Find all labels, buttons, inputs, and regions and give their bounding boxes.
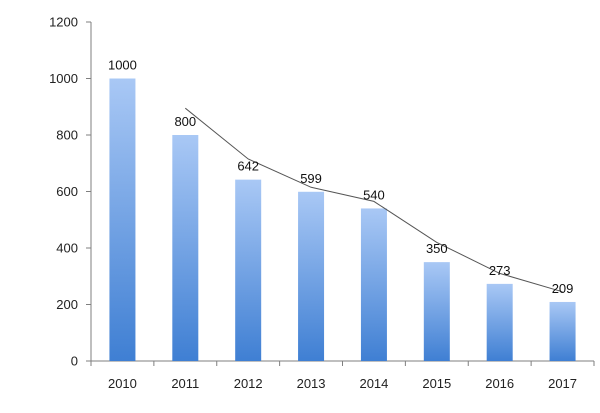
data-label-2015: 350 [426, 241, 448, 256]
trend-line [184, 107, 563, 293]
x-tick-label: 2017 [548, 376, 577, 391]
bar-2014 [360, 208, 387, 361]
data-label-2010: 1000 [108, 58, 137, 73]
bar-2010 [109, 78, 136, 361]
data-label-2013: 599 [300, 171, 322, 186]
bar-2011 [172, 135, 199, 361]
y-tick-label: 200 [56, 297, 78, 312]
data-labels: 1000 800 642 599 540 350 273 209 [108, 58, 573, 296]
x-tick-label: 2011 [171, 376, 199, 391]
x-tick-label: 2013 [297, 376, 326, 391]
x-tick-label: 2012 [234, 376, 263, 391]
bar-2013 [298, 191, 325, 361]
data-label-2017: 209 [552, 281, 574, 296]
y-tick-label: 0 [71, 354, 78, 369]
y-tick-label: 600 [56, 184, 78, 199]
x-tick-label: 2016 [485, 376, 514, 391]
x-tick-label: 2014 [359, 376, 388, 391]
data-label-2011: 800 [174, 114, 196, 129]
bar-2012 [235, 179, 262, 361]
data-label-2012: 642 [237, 159, 259, 174]
bars [109, 78, 576, 361]
x-tick-label: 2015 [422, 376, 451, 391]
y-tick-label: 1200 [49, 15, 78, 30]
y-tick-label: 400 [56, 241, 78, 256]
data-label-2016: 273 [489, 263, 511, 278]
data-label-2014: 540 [363, 187, 385, 202]
x-axis: 2010 2011 2012 2013 2014 2015 2016 2017 [90, 360, 595, 391]
y-axis: 0 200 400 600 800 1000 1200 [49, 15, 92, 369]
y-tick-label: 1000 [49, 71, 78, 86]
bar-2017 [549, 301, 576, 361]
x-tick-label: 2010 [108, 376, 137, 391]
y-tick-label: 800 [56, 128, 78, 143]
trend-line-group [184, 107, 563, 293]
bar-2015 [423, 262, 450, 361]
bar-2016 [486, 283, 513, 361]
